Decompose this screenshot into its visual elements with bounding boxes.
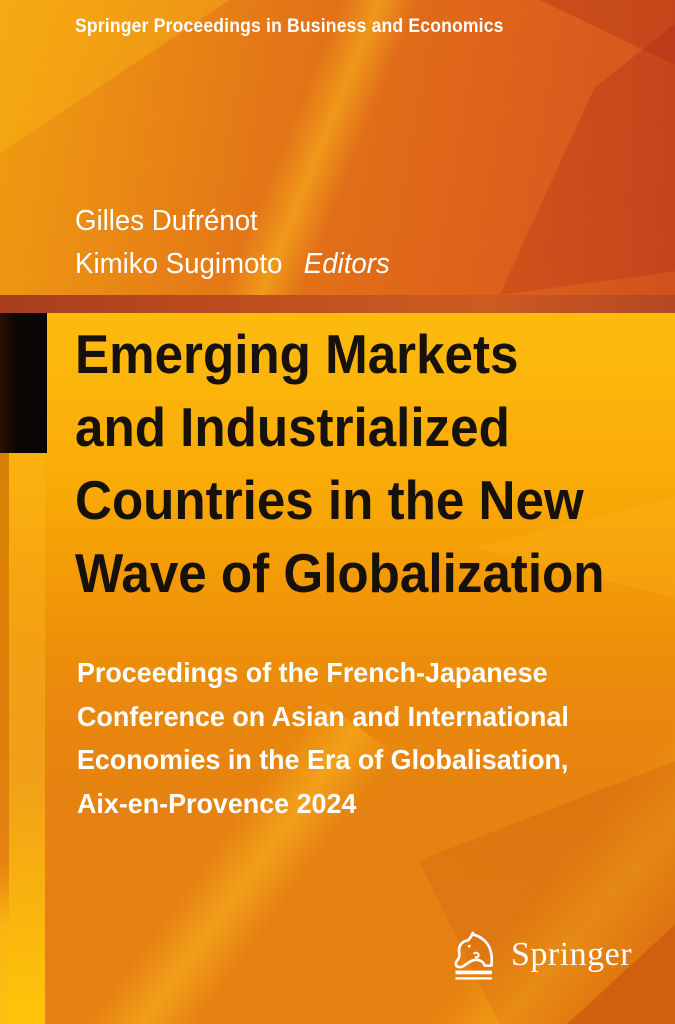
editors-label: Editors: [303, 248, 390, 280]
book-title-line: and Industrialized: [75, 396, 510, 458]
book-subtitle-line: Economies in the Era of Globalisation,: [77, 744, 569, 775]
book-title-line: Countries in the New: [75, 469, 584, 531]
series-title: Springer Proceedings in Business and Eco…: [75, 15, 504, 37]
book-subtitle-line: Proceedings of the French-Japanese: [77, 657, 548, 688]
book-subtitle-line: Conference on Asian and International: [77, 700, 569, 732]
book-subtitle: Proceedings of the French-Japanese Confe…: [77, 651, 569, 825]
book-title: Emerging Markets and Industrialized Coun…: [75, 318, 605, 610]
left-edge-highlight: [9, 453, 45, 1024]
left-edge-shade: [0, 453, 9, 853]
springer-horse-icon: [450, 928, 500, 983]
background-top: [0, 0, 675, 295]
background-main: [0, 313, 675, 1024]
left-edge-highlight-bottom: [0, 860, 9, 1024]
author-line: Kimiko Sugimoto Editors: [75, 243, 390, 286]
author-name: Gilles Dufrénot: [75, 205, 258, 237]
author-name: Kimiko Sugimoto: [75, 248, 283, 280]
publisher-name: Springer: [511, 936, 633, 973]
author-line: Gilles Dufrénot: [75, 200, 390, 243]
band-shadow-strip: [0, 295, 675, 313]
publisher-logo: Springer: [450, 926, 632, 984]
book-subtitle-line: Aix-en-Provence 2024: [77, 787, 357, 819]
book-title-line: Emerging Markets: [75, 323, 519, 385]
book-title-line: Wave of Globalization: [75, 542, 605, 604]
authors-block: Gilles Dufrénot Kimiko Sugimoto Editors: [75, 200, 390, 286]
spine-black-tab: [0, 313, 47, 453]
